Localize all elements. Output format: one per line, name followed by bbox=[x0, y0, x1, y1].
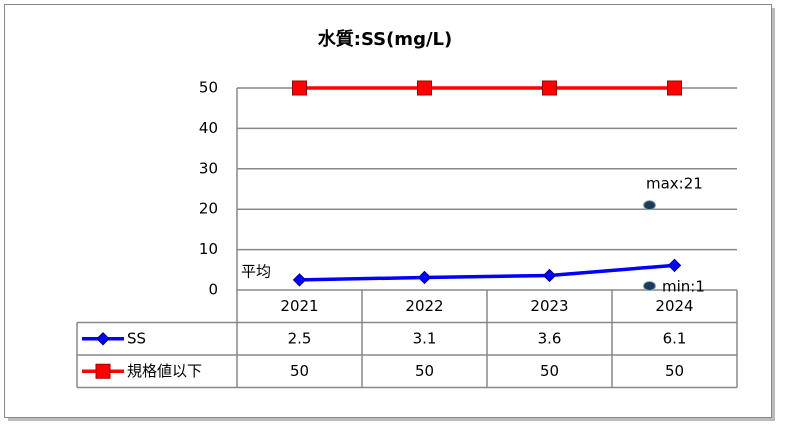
x-tick-label: 2022 bbox=[405, 297, 443, 315]
y-tick-label: 40 bbox=[199, 119, 218, 137]
y-tick-label: 10 bbox=[199, 240, 218, 258]
y-tick-label: 20 bbox=[199, 200, 218, 218]
point bbox=[667, 80, 682, 96]
table-value: 3.6 bbox=[538, 329, 562, 347]
chart-title: 水質:SS(mg/L) bbox=[318, 28, 452, 50]
point bbox=[417, 80, 432, 96]
point bbox=[417, 270, 432, 285]
point bbox=[542, 268, 557, 283]
point bbox=[542, 80, 557, 96]
legend-label: SS bbox=[127, 329, 146, 347]
point bbox=[292, 80, 307, 96]
annotation: min:1 bbox=[662, 277, 705, 295]
table-value: 50 bbox=[665, 362, 684, 380]
table-value: 50 bbox=[540, 362, 559, 380]
table-value: 50 bbox=[290, 362, 309, 380]
stat-marker bbox=[643, 280, 656, 291]
y-tick-label: 30 bbox=[199, 159, 218, 177]
point bbox=[667, 258, 682, 273]
point bbox=[292, 273, 307, 287]
point bbox=[96, 332, 110, 346]
annotation: max:21 bbox=[646, 175, 703, 193]
x-tick-label: 2024 bbox=[655, 297, 693, 315]
frame bbox=[4, 4, 772, 418]
stat-marker bbox=[643, 200, 656, 211]
y-tick-label: 50 bbox=[199, 79, 218, 97]
x-tick-label: 2021 bbox=[280, 297, 318, 315]
table-value: 2.5 bbox=[288, 329, 312, 347]
table-value: 3.1 bbox=[413, 329, 437, 347]
annotation: 平均 bbox=[241, 263, 271, 281]
table-value: 6.1 bbox=[663, 329, 687, 347]
legend-label: 規格値以下 bbox=[127, 362, 202, 380]
y-tick-label: 0 bbox=[208, 281, 218, 299]
table-value: 50 bbox=[415, 362, 434, 380]
point bbox=[95, 363, 111, 379]
x-tick-label: 2023 bbox=[530, 297, 568, 315]
series-line bbox=[299, 263, 675, 282]
